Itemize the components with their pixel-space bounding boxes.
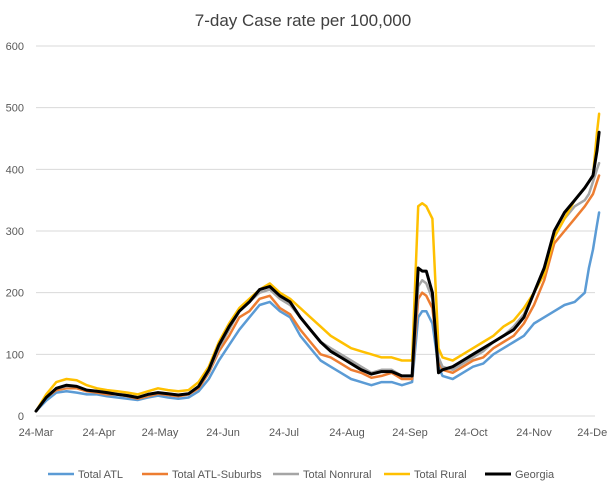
series-line-total-nonrural <box>34 161 601 413</box>
gridlines <box>36 45 595 417</box>
y-tick-label: 300 <box>6 226 24 238</box>
x-tick-label: 24-Aug <box>329 427 364 439</box>
x-tick-label: 24-Nov <box>516 427 552 439</box>
y-tick-label: 0 <box>18 411 24 423</box>
x-tick-label: 24-Apr <box>82 427 115 439</box>
x-axis-ticks: 24-Mar 24-Apr 24-May 24-Jun 24-Jul 24-Aug 24-S… <box>19 427 607 439</box>
y-tick-label: 500 <box>6 103 24 115</box>
legend-label: Total ATL <box>78 469 123 481</box>
legend: Total ATL Total ATL-Suburbs Total Nonrural… <box>48 469 555 481</box>
x-tick-label: 24-Jun <box>206 427 240 439</box>
y-tick-label: 200 <box>6 288 24 300</box>
series-line-total-atl-suburbs <box>34 174 601 413</box>
x-tick-label: 24-May <box>142 427 179 439</box>
legend-label: Georgia <box>515 469 555 481</box>
y-tick-label: 400 <box>6 164 24 176</box>
chart-title: 7-day Case rate per 100,000 <box>195 11 411 30</box>
x-tick-label: 24-Mar <box>19 427 54 439</box>
legend-label: Total ATL-Suburbs <box>172 469 262 481</box>
x-tick-label: 24-Jul <box>269 427 299 439</box>
series-line-georgia <box>34 130 601 413</box>
series-lines <box>34 112 601 413</box>
series-line-total-atl <box>34 211 601 413</box>
y-axis-ticks: 0 100 200 300 400 500 600 <box>6 41 24 423</box>
x-tick-label: 24-Dec <box>577 427 607 439</box>
x-tick-label: 24-Sep <box>392 427 427 439</box>
legend-label: Total Rural <box>414 469 467 481</box>
y-tick-label: 600 <box>6 41 24 53</box>
legend-label: Total Nonrural <box>303 469 371 481</box>
y-tick-label: 100 <box>6 349 24 361</box>
x-tick-label: 24-Oct <box>454 427 487 439</box>
series-line-total-rural <box>34 112 601 413</box>
